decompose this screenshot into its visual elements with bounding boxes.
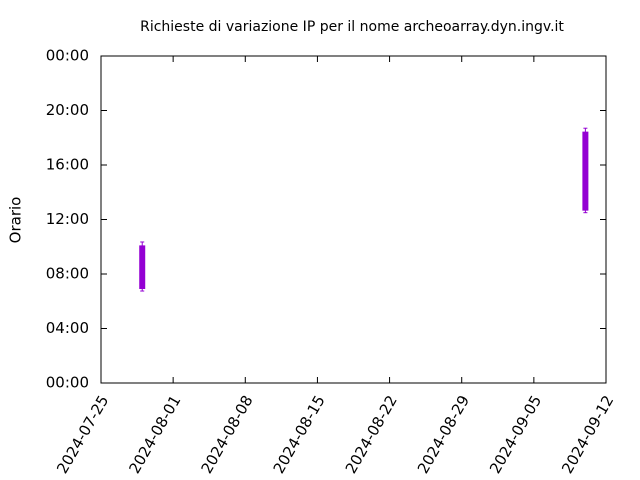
x-tick-label: 2024-08-22 xyxy=(342,392,401,477)
x-tick-label: 2024-09-05 xyxy=(486,392,545,477)
plot-frame xyxy=(100,55,607,384)
x-tick-label: 2024-09-12 xyxy=(558,392,617,477)
y-axis-label: Orario xyxy=(7,197,25,244)
y-tick-label: 08:00 xyxy=(46,265,89,283)
x-tick-label: 2024-08-29 xyxy=(414,392,473,477)
x-tick-label: 2024-07-25 xyxy=(53,392,112,477)
y-tick-label: 20:00 xyxy=(46,101,89,119)
x-tick-label: 2024-08-01 xyxy=(125,392,184,477)
y-tick-label: 00:00 xyxy=(46,47,89,65)
y-tick-label: 12:00 xyxy=(46,210,89,228)
y-tick-label: 04:00 xyxy=(46,319,89,337)
x-tick-label: 2024-08-15 xyxy=(270,392,329,477)
chart-title: Richieste di variazione IP per il nome a… xyxy=(140,19,564,35)
x-tick-label: 2024-08-08 xyxy=(197,392,256,477)
candle-box xyxy=(582,131,589,211)
y-tick-label: 00:00 xyxy=(46,374,89,392)
candle-box xyxy=(139,245,146,289)
y-tick-label: 16:00 xyxy=(46,156,89,174)
